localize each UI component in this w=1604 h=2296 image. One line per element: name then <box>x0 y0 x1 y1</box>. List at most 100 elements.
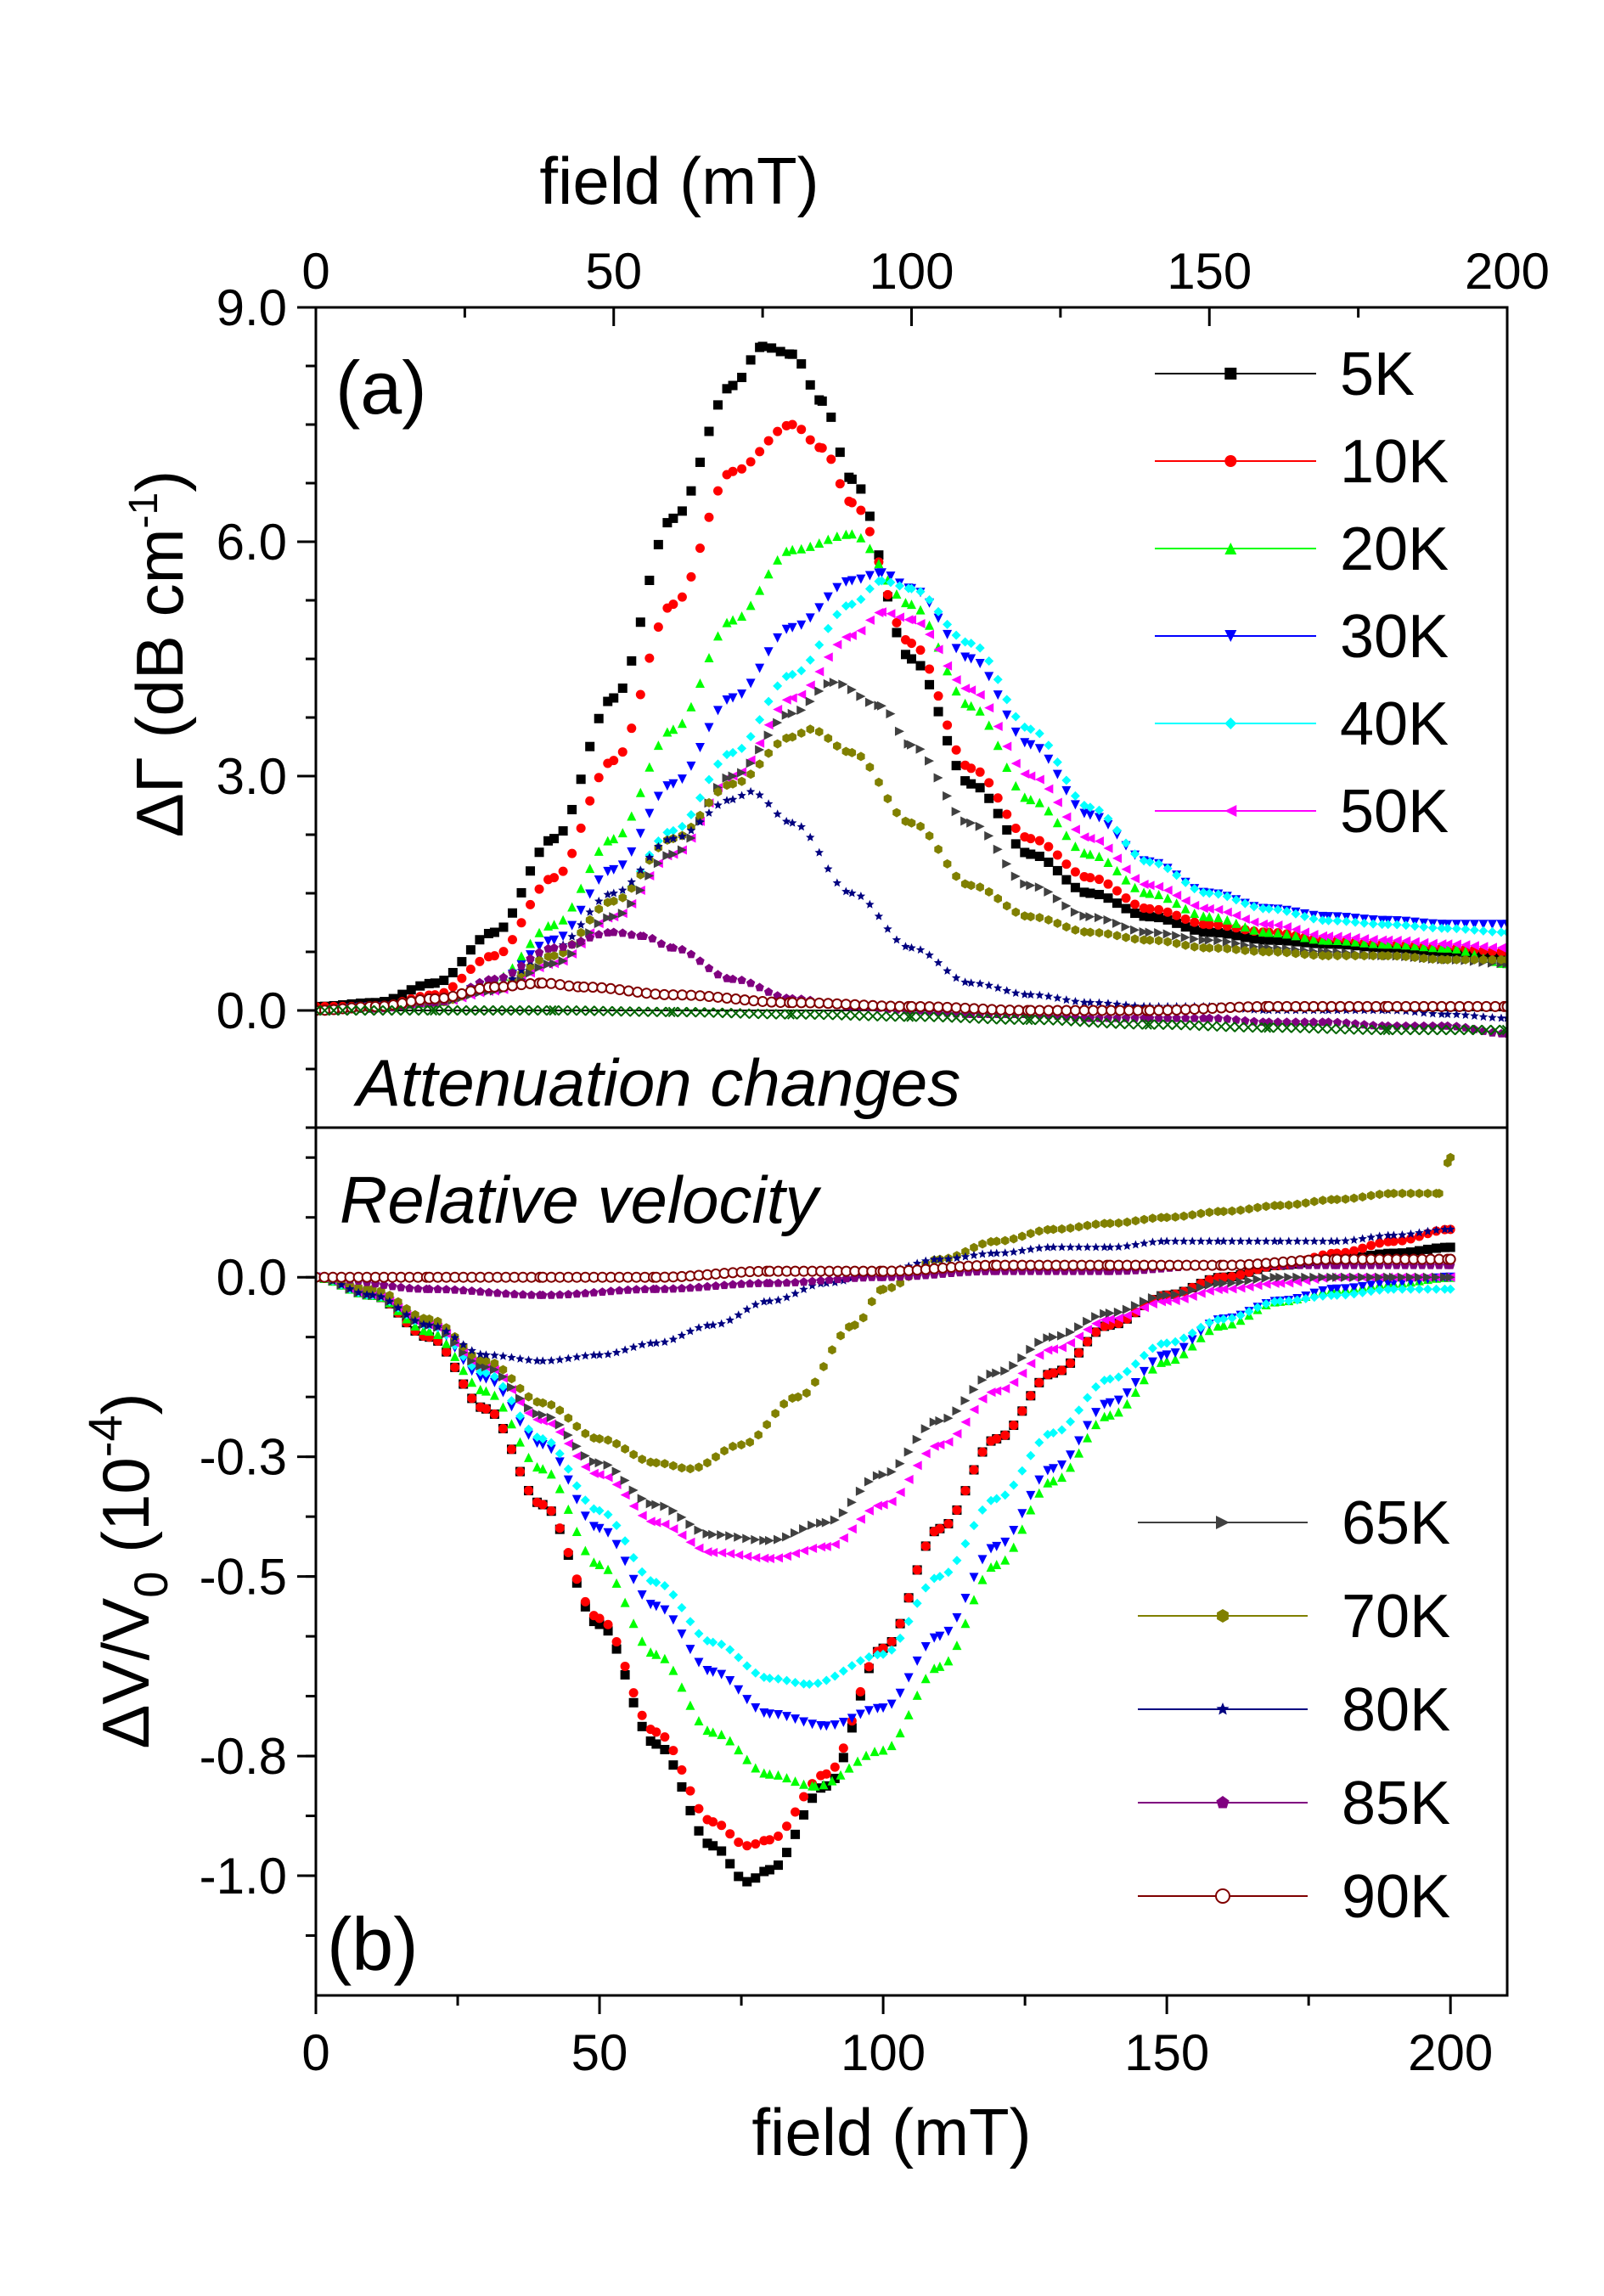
data-point <box>1179 1333 1189 1343</box>
data-point <box>1088 1016 1099 1028</box>
data-point <box>1009 1247 1018 1256</box>
data-point <box>1000 1248 1010 1258</box>
data-point <box>637 1710 647 1720</box>
y-tick-label: 9.0 <box>217 279 287 336</box>
data-point <box>977 1447 988 1457</box>
data-point <box>1181 940 1190 950</box>
data-point <box>481 1404 491 1414</box>
data-point <box>488 981 500 993</box>
data-point <box>1131 1216 1140 1226</box>
data-point <box>817 396 827 406</box>
data-point <box>1061 812 1072 822</box>
y-tick-label: -1.0 <box>200 1848 287 1905</box>
data-point <box>960 1618 971 1629</box>
data-point <box>549 951 559 961</box>
data-point <box>853 1756 863 1766</box>
data-point <box>864 511 875 521</box>
data-point <box>603 913 613 923</box>
data-point <box>960 1539 971 1549</box>
data-point <box>572 1289 582 1298</box>
data-point <box>410 1320 420 1331</box>
data-point <box>695 793 705 803</box>
data-point <box>660 1745 670 1755</box>
data-point <box>1002 809 1012 819</box>
data-point <box>1162 1356 1172 1366</box>
data-point <box>1086 927 1095 937</box>
data-point <box>823 623 833 633</box>
data-point <box>993 740 1003 751</box>
data-point <box>759 1553 769 1563</box>
data-point <box>1114 1242 1123 1251</box>
data-point <box>1437 943 1447 953</box>
data-point <box>912 1656 922 1666</box>
data-point <box>1204 920 1214 930</box>
data-point <box>1349 1272 1359 1282</box>
data-point <box>1437 1010 1447 1018</box>
data-point <box>821 1721 831 1731</box>
data-point <box>1308 1000 1320 1012</box>
data-point <box>912 1598 922 1608</box>
data-point <box>611 1466 622 1477</box>
data-point <box>847 1497 857 1507</box>
data-point <box>925 664 935 674</box>
data-point <box>1299 911 1309 921</box>
data-point <box>763 647 774 657</box>
data-point <box>620 1536 630 1546</box>
data-point <box>1010 727 1021 737</box>
panel-b-ylabel-main: ΔV/V <box>88 1598 163 1749</box>
data-point <box>546 1419 556 1429</box>
data-point <box>1236 1205 1245 1215</box>
data-point <box>677 592 687 602</box>
data-point <box>1145 903 1155 914</box>
data-point <box>1145 927 1155 937</box>
data-point <box>558 866 568 876</box>
data-point <box>554 979 566 991</box>
data-point <box>554 1427 565 1437</box>
data-point <box>992 1368 1002 1378</box>
data-point <box>1318 1017 1327 1027</box>
data-point <box>1349 1193 1359 1203</box>
data-point <box>1034 797 1044 808</box>
series-20K <box>316 1272 1455 1791</box>
data-point <box>1410 953 1419 962</box>
data-point <box>1132 1004 1144 1016</box>
data-point <box>1026 1344 1036 1354</box>
data-point <box>627 877 636 886</box>
data-point <box>1017 1509 1027 1519</box>
data-point <box>481 1350 491 1359</box>
data-point <box>1318 1236 1328 1246</box>
data-point <box>1010 823 1021 833</box>
data-point <box>1451 924 1461 934</box>
panel-b-ylabel-sub: 0 <box>124 1572 177 1598</box>
data-point <box>1114 1004 1126 1016</box>
data-point <box>1358 1192 1367 1202</box>
data-point <box>571 1481 582 1491</box>
data-point <box>1009 1525 1019 1535</box>
data-point <box>363 1004 375 1016</box>
data-point <box>814 667 825 677</box>
data-point <box>907 740 916 750</box>
data-point <box>1332 935 1342 945</box>
data-point <box>1332 1236 1342 1246</box>
data-point <box>1393 951 1401 961</box>
data-point <box>515 1383 525 1393</box>
data-point <box>1350 933 1360 943</box>
data-point <box>864 1662 874 1672</box>
data-point <box>903 1593 914 1603</box>
data-point <box>1359 918 1370 928</box>
data-point <box>605 982 616 994</box>
data-point <box>1106 1242 1115 1252</box>
data-point <box>703 1458 712 1468</box>
data-point <box>685 1805 695 1815</box>
legend-label: 20K <box>1340 515 1449 583</box>
data-point <box>810 1781 820 1791</box>
data-point <box>1112 886 1123 896</box>
data-point <box>609 864 619 875</box>
data-point <box>993 983 1003 993</box>
data-point <box>935 1415 945 1426</box>
data-point <box>943 1626 954 1636</box>
data-point <box>1190 884 1200 894</box>
data-point <box>594 875 604 886</box>
data-point <box>594 1458 605 1468</box>
data-point <box>653 740 663 751</box>
